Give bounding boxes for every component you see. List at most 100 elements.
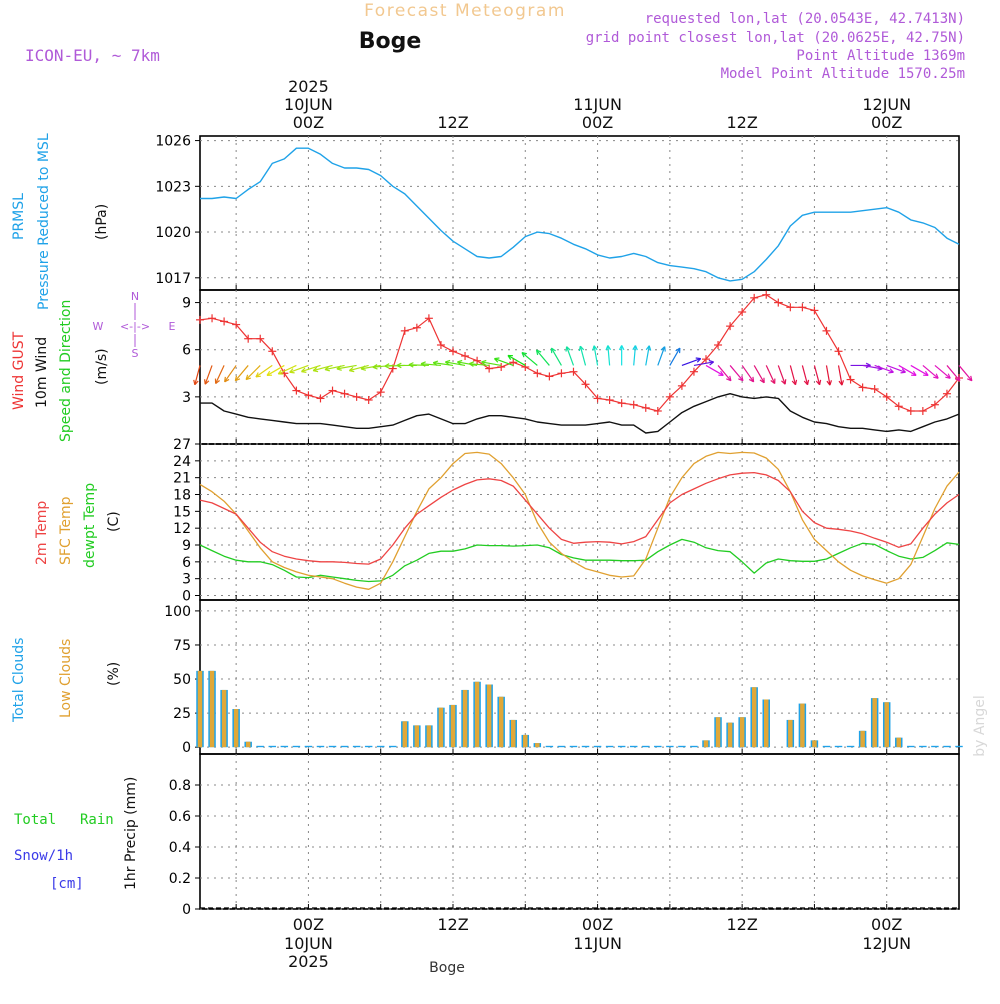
total-cloud-bar: [630, 746, 637, 747]
wind-arrow-head: [445, 360, 450, 361]
rain-label-rain: Rain: [80, 812, 114, 828]
total-cloud-bar: [931, 746, 938, 747]
point-altitude: Point Altitude 1369m: [796, 48, 965, 64]
total-cloud-bar: [955, 746, 962, 747]
top-time-label: 12Z: [437, 113, 468, 132]
wind-arrow-head: [808, 380, 809, 385]
total-cloud-bar: [919, 746, 926, 747]
wind-direction-arrow: [766, 365, 774, 383]
low-cloud-bar: [210, 671, 214, 747]
precip-ytick-label: 0.6: [169, 809, 191, 825]
sfc-temp-label: SFC Temp: [58, 496, 74, 565]
compass-e: E: [169, 320, 176, 333]
pressure-unit: (hPa): [94, 204, 110, 240]
rain-label-total: Total: [14, 812, 56, 828]
wind-arrow-head: [313, 371, 318, 372]
model-label: ICON-EU, ~ 7km: [25, 46, 160, 65]
compass-n: N: [131, 290, 139, 303]
low-cloud-bar: [451, 705, 455, 747]
wind-arrow-head: [337, 369, 342, 370]
precip-axis-label: 1hr Precip (mm): [123, 777, 139, 890]
total-cloud-bar: [618, 746, 625, 747]
wind-arrow-head: [325, 370, 330, 371]
temp-ytick-label: 27: [173, 437, 191, 453]
low-cloud-bar: [764, 699, 768, 747]
low-cloud-bar: [740, 717, 744, 747]
wind-gust-line: [200, 295, 959, 411]
clouds-ytick-label: 75: [173, 638, 191, 654]
wind-arrow-head: [901, 372, 906, 373]
total-cloud-bar: [558, 746, 565, 747]
temp-ytick-label: 15: [173, 504, 191, 520]
wind-direction-arrow: [730, 365, 743, 380]
total-cloud-bar: [594, 746, 601, 747]
clouds-ytick-label: 100: [164, 604, 191, 620]
pressure-plot: [200, 148, 959, 281]
total-cloud-bar: [353, 746, 360, 747]
temp-ytick-label: 21: [173, 471, 191, 487]
total-cloud-bar: [389, 746, 396, 747]
wind-arrow-head: [696, 358, 701, 359]
total-cloud-bar: [329, 746, 336, 747]
total-cloud-bar: [365, 746, 372, 747]
top-time-label: 12Z: [726, 113, 757, 132]
low-cloud-bar: [234, 709, 238, 747]
clouds-unit: (%): [106, 662, 122, 686]
grid-point-coords: grid point closest lon,lat (20.0625E, 42…: [586, 30, 965, 46]
bottom-time-label: 11JUN: [573, 934, 622, 953]
total-cloud-bar: [317, 746, 324, 747]
total-cloud-bar: [570, 746, 577, 747]
low-cloud-bar: [788, 720, 792, 747]
top-time-label: 00Z: [871, 113, 902, 132]
dewpt-label: dewpt Temp: [82, 483, 98, 568]
wind-arrow-head: [457, 360, 462, 361]
wind-arrow-head: [290, 372, 295, 373]
wind-direction-arrow: [409, 365, 429, 366]
wind-arrow-head: [433, 361, 438, 363]
low-cloud-bar: [872, 698, 876, 747]
wind-arrow-head: [785, 379, 786, 384]
bottom-time-label: 12Z: [726, 915, 757, 934]
wind-10m-label: 10m Wind: [34, 337, 50, 408]
total-cloud-bar: [546, 746, 553, 747]
temp-ytick-label: 12: [173, 521, 191, 537]
pressure-frame: [200, 136, 959, 290]
compass-we: <-|->: [120, 320, 150, 333]
wind-unit: (m/s): [94, 348, 110, 385]
wind-arrow-head: [566, 347, 567, 352]
low-cloud-bar: [463, 690, 467, 747]
wind-arrow-head: [830, 380, 831, 385]
snow-label: Snow/1h: [14, 848, 73, 864]
precip-frame: [200, 754, 959, 909]
low-cloud-bar: [415, 725, 419, 747]
requested-coords: requested lon,lat (20.0543E, 42.7413N): [645, 11, 965, 27]
total-cloud-bar: [907, 746, 914, 747]
top-time-label: 10JUN: [284, 95, 333, 114]
bottom-time-label: 00Z: [293, 915, 324, 934]
bottom-time-label: 10JUN: [284, 934, 333, 953]
wind-arrow-head: [361, 369, 366, 370]
clouds-frame: [200, 600, 959, 754]
low-cloud-bar: [403, 721, 407, 747]
total-cloud-bar: [690, 746, 697, 747]
low-cloud-bar: [728, 723, 732, 748]
total-cloud-bar: [257, 746, 264, 747]
wind-ytick-label: 6: [182, 343, 191, 359]
precip-ytick-label: 0.2: [169, 871, 191, 887]
low-cloud-bar: [860, 731, 864, 747]
panel-frames: [200, 136, 959, 909]
clouds-ytick-label: 0: [182, 740, 191, 756]
low-cloud-bar: [535, 743, 539, 747]
wind-arrow-head: [753, 377, 754, 382]
low-cloud-bar: [427, 725, 431, 747]
wind-arrow-head: [205, 379, 206, 384]
total-clouds-label: Total Clouds: [11, 638, 27, 723]
temp-ytick-label: 3: [182, 572, 191, 588]
low-cloud-bar: [704, 740, 708, 747]
wind-ytick-label: 3: [182, 390, 191, 406]
location-title: Boge: [359, 29, 422, 54]
precip-ytick-label: 0: [182, 902, 191, 918]
total-cloud-bar: [823, 746, 830, 747]
pressure-msl-label: Pressure Reduced to MSL: [36, 133, 52, 310]
wind-direction-arrow: [216, 365, 224, 383]
